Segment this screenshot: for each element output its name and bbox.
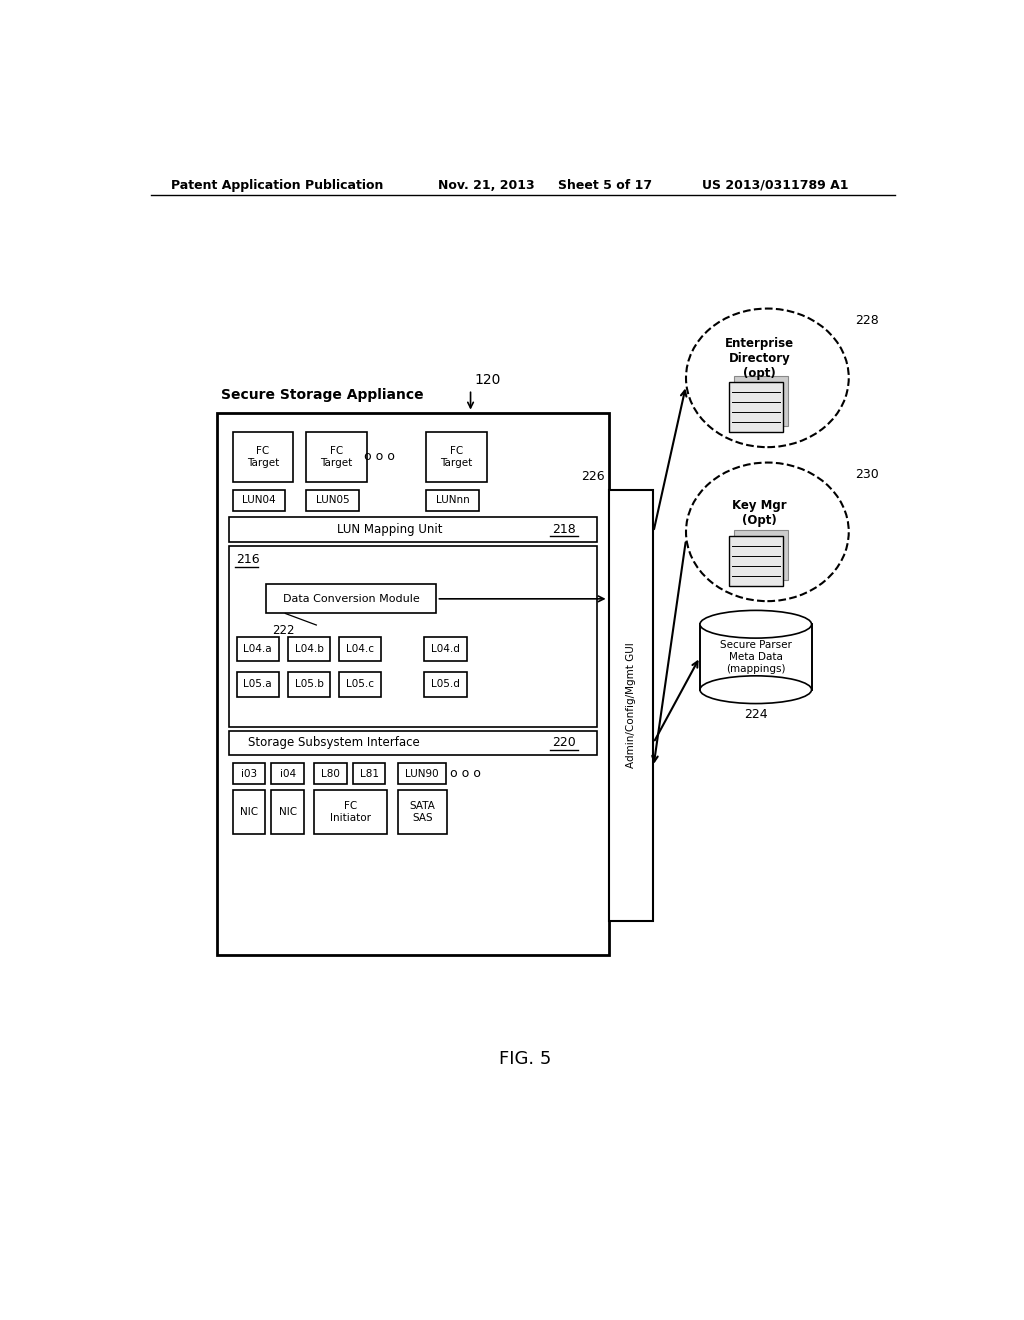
Text: FC
Target: FC Target <box>247 446 279 467</box>
Text: Secure Storage Appliance: Secure Storage Appliance <box>221 388 424 403</box>
Bar <box>314 763 346 784</box>
Bar <box>352 763 385 784</box>
Text: FC
Target: FC Target <box>321 446 352 467</box>
Text: L81: L81 <box>359 768 379 779</box>
Bar <box>700 624 812 689</box>
Text: i04: i04 <box>280 768 296 779</box>
Text: 218: 218 <box>553 523 577 536</box>
Text: L04.b: L04.b <box>295 644 324 653</box>
Ellipse shape <box>700 676 812 704</box>
Bar <box>339 672 381 697</box>
Bar <box>729 536 783 586</box>
Text: L04.c: L04.c <box>346 644 374 653</box>
Bar <box>271 789 304 834</box>
Text: 120: 120 <box>474 374 501 387</box>
Bar <box>237 636 280 661</box>
Bar <box>314 789 387 834</box>
Text: Nov. 21, 2013: Nov. 21, 2013 <box>438 178 535 191</box>
Text: Key Mgr
(Opt): Key Mgr (Opt) <box>732 499 786 527</box>
Text: SATA
SAS: SATA SAS <box>410 801 435 822</box>
Text: US 2013/0311789 A1: US 2013/0311789 A1 <box>701 178 848 191</box>
Bar <box>397 763 445 784</box>
Bar <box>734 376 788 426</box>
Bar <box>729 381 783 432</box>
Bar <box>424 672 467 697</box>
Text: FC
Initiator: FC Initiator <box>330 801 371 822</box>
Text: Enterprise
Directory
(opt): Enterprise Directory (opt) <box>725 337 795 380</box>
Bar <box>237 672 280 697</box>
Text: L80: L80 <box>321 768 340 779</box>
Bar <box>426 490 479 511</box>
Text: Data Conversion Module: Data Conversion Module <box>283 594 420 603</box>
Bar <box>271 763 304 784</box>
Text: Patent Application Publication: Patent Application Publication <box>171 178 383 191</box>
Text: Secure Parser
Meta Data
(mappings): Secure Parser Meta Data (mappings) <box>720 640 792 673</box>
Text: Admin/Config/Mgmt GUI: Admin/Config/Mgmt GUI <box>626 643 636 768</box>
Bar <box>424 636 467 661</box>
Text: 224: 224 <box>744 708 768 721</box>
Text: LUNnn: LUNnn <box>436 495 470 506</box>
Bar <box>217 413 608 956</box>
Ellipse shape <box>686 462 849 601</box>
Bar <box>734 531 788 581</box>
Bar <box>232 490 286 511</box>
Text: 216: 216 <box>237 553 260 566</box>
Bar <box>232 432 293 482</box>
Text: Storage Subsystem Interface: Storage Subsystem Interface <box>248 737 420 750</box>
Bar <box>228 545 597 727</box>
Text: i03: i03 <box>241 768 257 779</box>
Bar <box>306 490 359 511</box>
Bar <box>339 636 381 661</box>
Bar <box>426 432 486 482</box>
Text: L05.b: L05.b <box>295 680 324 689</box>
Text: FIG. 5: FIG. 5 <box>499 1051 551 1068</box>
Text: o o o: o o o <box>365 450 395 463</box>
Text: Sheet 5 of 17: Sheet 5 of 17 <box>558 178 652 191</box>
Text: L04.a: L04.a <box>244 644 272 653</box>
Text: FC
Target: FC Target <box>440 446 473 467</box>
Text: NIC: NIC <box>240 807 258 817</box>
Ellipse shape <box>686 309 849 447</box>
Bar <box>232 789 265 834</box>
Text: LUN04: LUN04 <box>242 495 275 506</box>
Text: L05.a: L05.a <box>244 680 272 689</box>
Text: 222: 222 <box>272 624 295 638</box>
Text: o o o: o o o <box>450 767 480 780</box>
Text: 228: 228 <box>855 314 879 326</box>
Text: LUN Mapping Unit: LUN Mapping Unit <box>337 523 442 536</box>
Bar <box>232 763 265 784</box>
Bar <box>228 730 597 755</box>
Bar <box>266 585 436 614</box>
Bar <box>306 432 367 482</box>
Text: LUN90: LUN90 <box>404 768 438 779</box>
Bar <box>228 517 597 543</box>
Text: L05.c: L05.c <box>346 680 374 689</box>
Text: NIC: NIC <box>279 807 297 817</box>
Text: L04.d: L04.d <box>431 644 460 653</box>
Bar <box>288 672 331 697</box>
Bar <box>397 789 447 834</box>
Text: L05.d: L05.d <box>431 680 460 689</box>
Text: LUN05: LUN05 <box>315 495 349 506</box>
Text: 220: 220 <box>553 737 577 750</box>
Bar <box>608 490 653 921</box>
Text: 230: 230 <box>855 467 879 480</box>
Ellipse shape <box>700 610 812 638</box>
Text: 226: 226 <box>581 470 604 483</box>
Bar <box>288 636 331 661</box>
